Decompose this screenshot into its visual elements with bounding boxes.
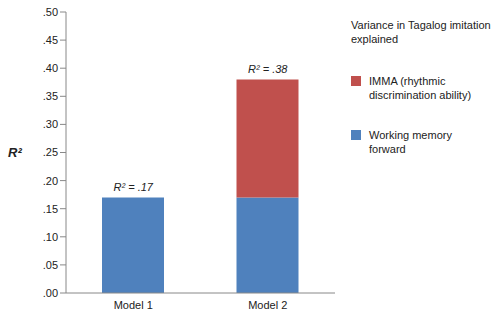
svg-text:.50: .50: [43, 6, 58, 18]
html-text:IMMA (rhythmic discrimination: IMMA (rhythmic discrimination ability): [369, 75, 472, 101]
html-text:Variance in Tagalog imitation: Variance in Tagalog imitation explained: [351, 19, 491, 45]
svg-text:.25: .25: [43, 146, 58, 158]
svg-text:.10: .10: [43, 231, 58, 243]
svg-text:.00: .00: [43, 287, 58, 299]
svg-text:Model 1: Model 1: [114, 299, 153, 311]
svg-text:Model 2: Model 2: [248, 299, 287, 311]
svg-text:R²: R²: [8, 145, 22, 160]
svg-text:.15: .15: [43, 203, 58, 215]
svg-text:.20: .20: [43, 175, 58, 187]
svg-text:.40: .40: [43, 62, 58, 74]
svg-text:.30: .30: [43, 118, 58, 130]
svg-text:.05: .05: [43, 259, 58, 271]
svg-text:R² = .38: R² = .38: [248, 63, 288, 75]
svg-text:R² = .17: R² = .17: [114, 181, 154, 193]
svg-text:.45: .45: [43, 34, 58, 46]
html-text:Working memory forward: Working memory forward: [369, 129, 452, 155]
svg-text:.35: .35: [43, 90, 58, 102]
